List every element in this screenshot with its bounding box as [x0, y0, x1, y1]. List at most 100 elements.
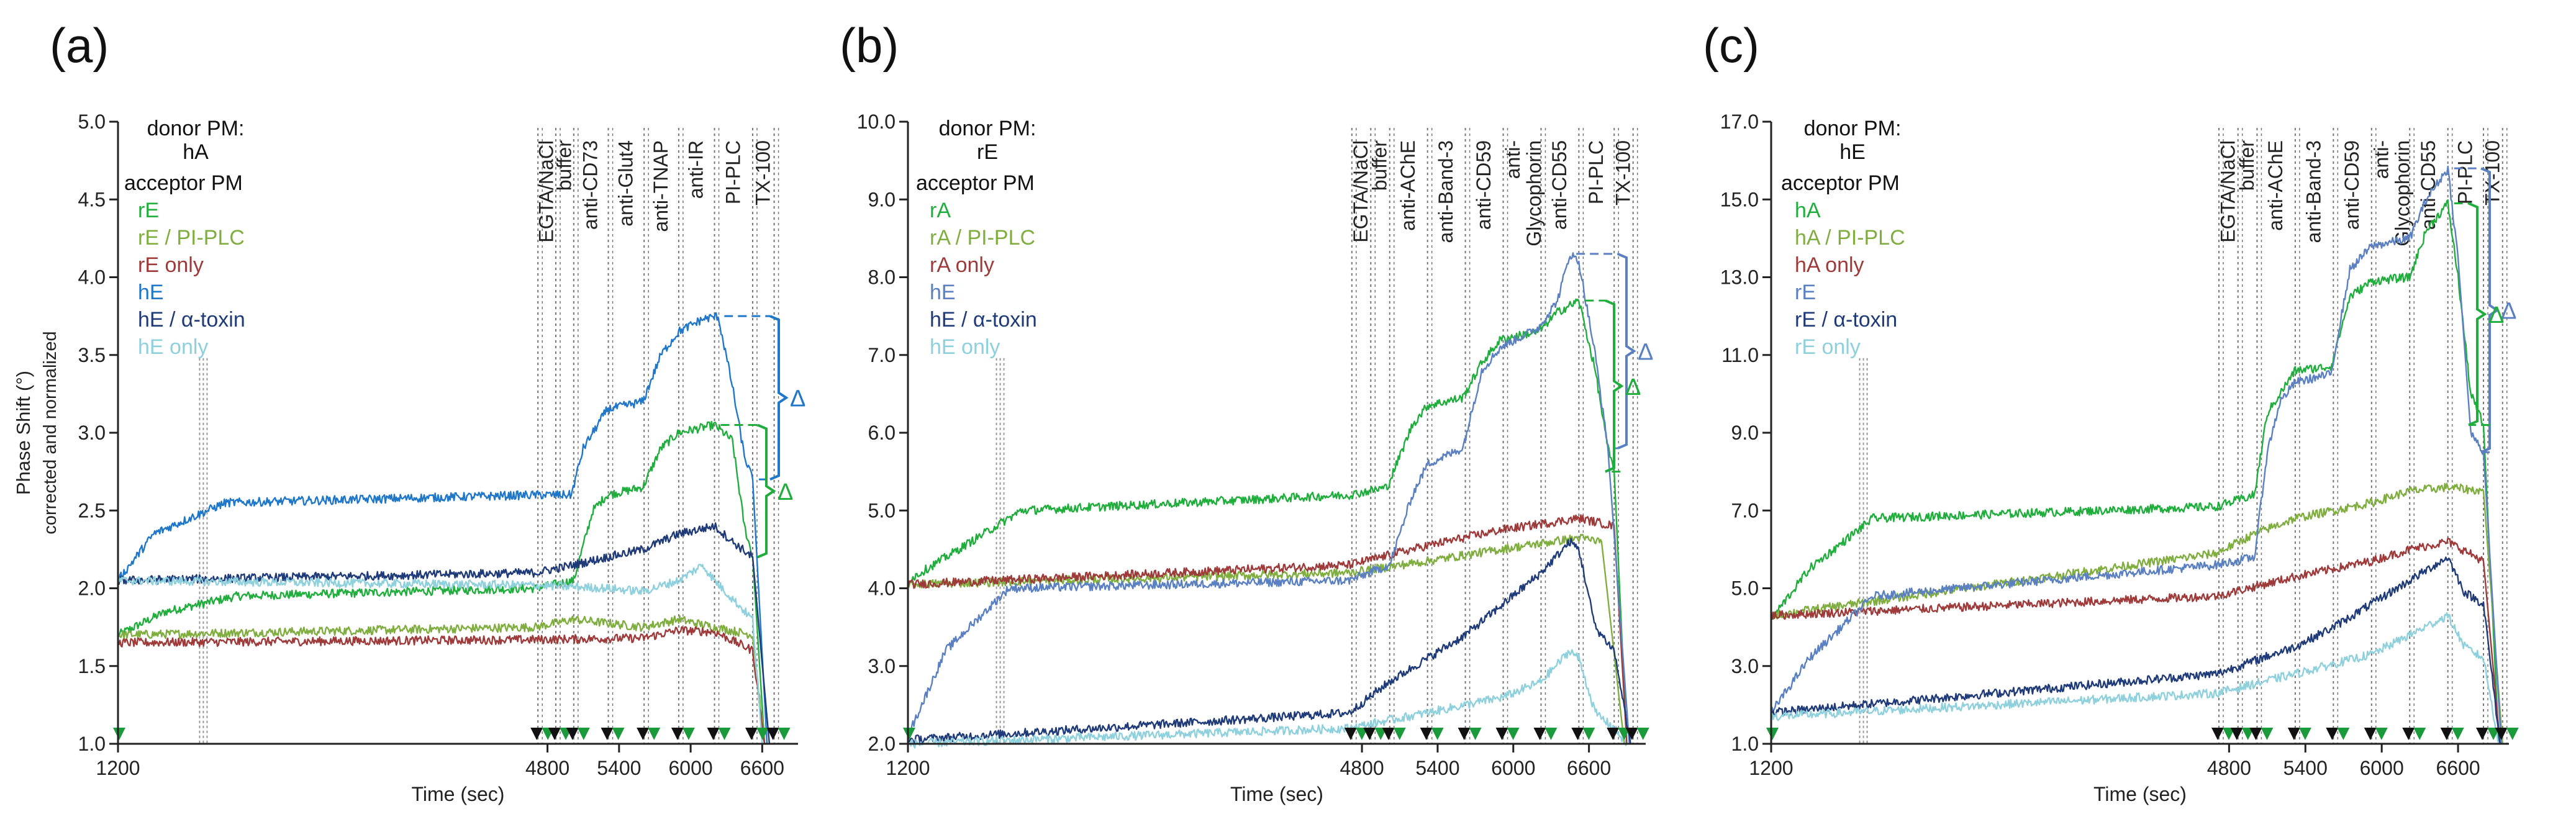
y-tick-label: 2.0 — [78, 577, 106, 600]
legend-entry: rE — [138, 199, 159, 222]
y-tick-label: 8.0 — [868, 266, 896, 289]
event-triangle — [671, 728, 684, 740]
legend-acceptor-title: acceptor PM — [124, 171, 243, 195]
y-tick-label: 7.0 — [868, 344, 896, 366]
event-triangle — [2487, 728, 2500, 740]
y-tick-label: 5.0 — [868, 499, 896, 522]
event-triangle — [1766, 728, 1779, 740]
y-tick-label: 2.0 — [868, 733, 896, 755]
event-triangle — [1469, 728, 1482, 740]
event-triangle — [766, 728, 779, 740]
event-triangle — [2222, 728, 2235, 740]
delta-label: Δ — [790, 386, 805, 412]
series-line-he-toxin — [907, 538, 1631, 744]
x-tick-label: 6600 — [1567, 757, 1611, 779]
series-line-ra-only — [907, 514, 1628, 744]
event-label: TX-100 — [751, 140, 774, 206]
legend-donor-title: donor PM: — [1804, 117, 1902, 140]
series-line-he — [117, 312, 768, 744]
event-label: buffer — [553, 140, 575, 191]
event-triangle — [1636, 728, 1649, 740]
event-triangle — [2495, 728, 2508, 740]
series-line-ha — [1770, 199, 2500, 744]
legend: donor PM:hA acceptor PM rE rE / PI-PLC rE on… — [124, 117, 245, 359]
event-triangle — [2506, 728, 2519, 740]
panel-label: (c) — [1703, 18, 1759, 73]
event-triangle — [718, 728, 731, 740]
series-line-re — [1770, 165, 2502, 744]
x-tick-label: 6000 — [1491, 757, 1535, 779]
event-label: anti-CD59 — [1472, 140, 1495, 230]
legend-entry: hA — [1795, 199, 1821, 222]
event-triangle — [648, 728, 661, 740]
y-tick-label: 4.0 — [78, 266, 106, 289]
event-triangles — [113, 728, 791, 740]
delta-brackets: ΔΔ — [2454, 167, 2516, 454]
legend-entry: hE only — [138, 335, 208, 359]
event-triangle — [566, 728, 579, 740]
event-label: anti-AChE — [2264, 140, 2287, 231]
x-tick-label: 6000 — [2360, 757, 2404, 779]
delta-label: Δ — [778, 479, 793, 505]
legend-entry: rA — [930, 199, 951, 222]
event-triangle — [2375, 728, 2388, 740]
event-label: anti-IR — [685, 140, 707, 199]
event-triangles — [903, 728, 1649, 740]
event-label: anti-Band-3 — [1435, 140, 1457, 243]
panel-label: (a) — [50, 18, 109, 73]
event-triangle — [2211, 728, 2224, 740]
delta-bracket — [769, 315, 789, 481]
axes: 1.0 1.5 2.0 2.5 3.0 3.5 4.0 4.5 5.0 1200 4800 5400 6… — [12, 111, 798, 805]
event-triangle — [1344, 728, 1357, 740]
x-tick-label: 6600 — [740, 757, 784, 779]
series-line-he — [907, 252, 1630, 744]
event-triangle — [2440, 728, 2453, 740]
series-line-ra — [907, 298, 1628, 744]
event-triangle — [577, 728, 590, 740]
event-triangle — [2287, 728, 2300, 740]
axes: 1.0 3.0 5.0 7.0 9.0 11.0 13.0 15.0 17.0 1200 4800 5… — [1720, 111, 2509, 805]
event-triangle — [1382, 728, 1395, 740]
event-triangle — [2364, 728, 2377, 740]
event-label-line: anti- — [2370, 140, 2393, 179]
x-tick-label: 6000 — [669, 757, 713, 779]
x-tick-label: 4800 — [1340, 757, 1384, 779]
y-tick-label: 4.5 — [78, 188, 106, 210]
event-label: anti-CD59 — [2341, 140, 2363, 230]
event-label: EGTA/NaCl — [1349, 140, 1372, 243]
legend-entry: rE — [1795, 281, 1816, 304]
y-tick-label: 11.0 — [1721, 344, 1759, 366]
series-group — [907, 252, 1631, 749]
event-triangle — [1607, 728, 1620, 740]
event-label: anti-Glut4 — [614, 140, 637, 227]
y-tick-label: 15.0 — [1720, 188, 1759, 210]
event-label: anti-CD73 — [579, 140, 602, 230]
legend-entry: rA only — [930, 253, 994, 277]
event-triangle — [1495, 728, 1508, 740]
event-triangle — [1571, 728, 1584, 740]
legend-entry: hE — [930, 281, 956, 304]
event-triangle — [756, 728, 769, 740]
delta-label: Δ — [2488, 302, 2504, 328]
event-triangle — [1420, 728, 1433, 740]
event-triangle — [2476, 728, 2489, 740]
x-tick-label: 5400 — [2283, 757, 2328, 779]
series-line-ha-pi-plc — [1770, 482, 2503, 744]
y-tick-label: 3.0 — [1731, 655, 1759, 677]
delta-bracket — [2468, 202, 2487, 427]
legend-entry: hE — [138, 281, 164, 304]
delta-bracket — [2480, 167, 2500, 454]
legend-donor-value: hE — [1839, 140, 1866, 164]
event-triangle — [2241, 728, 2254, 740]
event-triangle — [637, 728, 650, 740]
event-label: anti-Glycophorin — [1502, 140, 1545, 246]
event-triangle — [601, 728, 614, 740]
series-line-re — [117, 420, 766, 744]
event-triangle — [1625, 728, 1638, 740]
event-triangle — [1393, 728, 1406, 740]
delta-label: Δ — [1625, 374, 1641, 400]
event-label-line: Glycophorin — [2392, 140, 2414, 246]
